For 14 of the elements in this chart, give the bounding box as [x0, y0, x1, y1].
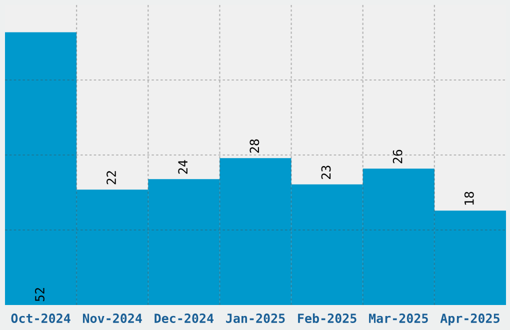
x-tick-label: Mar-2025: [369, 314, 428, 324]
data-label: 18: [464, 192, 474, 205]
x-tick-label: Feb-2025: [298, 313, 356, 324]
x-tick-label: Dec-2024: [154, 314, 214, 324]
data-label: 24: [178, 160, 188, 174]
data-label: 23: [321, 166, 331, 179]
x-tick-label: Oct-2024: [11, 314, 70, 324]
x-tick-label: Nov-2024: [82, 314, 142, 324]
data-label: 52: [34, 288, 44, 302]
data-label: 28: [250, 139, 260, 153]
data-label: 26: [392, 150, 402, 164]
x-tick-label: Apr-2025: [440, 314, 500, 326]
x-tick-label: Jan-2025: [226, 314, 285, 324]
data-label: 22: [106, 171, 116, 184]
